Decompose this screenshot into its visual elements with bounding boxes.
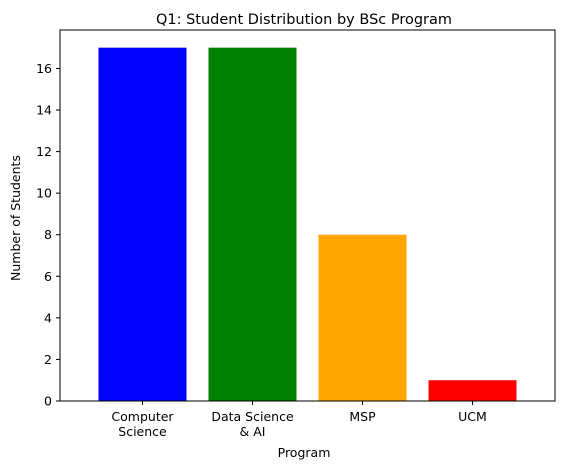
y-axis-label: Number of Students (8, 155, 23, 281)
plot-frame (59, 29, 556, 402)
bar-1 (208, 47, 297, 402)
x-axis-label: Program (278, 445, 331, 460)
bar-2 (318, 234, 407, 401)
bar-0 (98, 47, 187, 402)
x-tick-label-1: Data Science & AI (211, 409, 294, 439)
chart-title: Q1: Student Distribution by BSc Program (156, 12, 452, 28)
y-tick-label-2: 4 (44, 310, 52, 325)
x-tick-label-0: Computer Science (111, 409, 174, 439)
x-axis: Computer Science Data Science & AI MSP UCM (111, 401, 487, 439)
y-tick-label-8: 16 (36, 61, 52, 76)
x-tick-label-line: UCM (458, 409, 487, 424)
x-tick-label-line: MSP (349, 409, 376, 424)
x-tick-label-line: Science (118, 424, 167, 439)
y-tick-label-0: 0 (44, 394, 52, 409)
x-tick-label-line: Data Science (211, 409, 294, 424)
y-tick-label-3: 6 (44, 269, 52, 284)
y-tick-label-6: 12 (36, 144, 52, 159)
bars-group (98, 47, 517, 402)
y-tick-label-4: 8 (44, 227, 52, 242)
y-tick-label-1: 2 (44, 352, 52, 367)
x-tick-label-line: Computer (111, 409, 174, 424)
bar-3 (428, 380, 517, 401)
x-tick-label-3: UCM (458, 409, 487, 424)
y-axis: 0 2 4 6 8 10 12 14 16 (36, 61, 60, 409)
x-tick-label-2: MSP (349, 409, 376, 424)
y-tick-label-7: 14 (36, 103, 52, 118)
x-tick-label-line: & AI (240, 424, 266, 439)
y-tick-label-5: 10 (36, 186, 52, 201)
